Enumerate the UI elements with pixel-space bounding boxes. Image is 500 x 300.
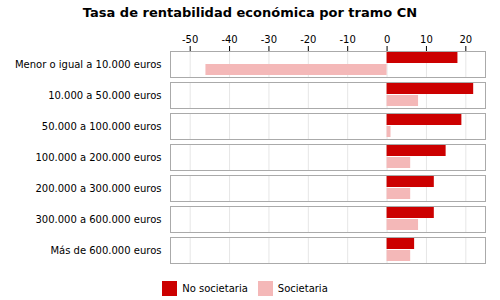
html-text:Tasa de rentabilidad económica: Tasa de rentabilidad económica por tramo… [82,5,418,20]
svg-text:-20: -20 [300,34,316,45]
svg-text:-10: -10 [340,34,356,45]
svg-text:20: 20 [459,34,472,45]
svg-text:Más de 600.000 euros: Más de 600.000 euros [50,245,161,256]
svg-text:-50: -50 [182,34,198,45]
svg-text:-30: -30 [261,34,277,45]
svg-text:0: 0 [384,34,390,45]
svg-text:10: 10 [420,34,433,45]
html-text:Societaria: Societaria [277,283,328,294]
svg-text:Menor o igual a 10.000 euros: Menor o igual a 10.000 euros [15,59,162,70]
svg-text:200.000 a 300.000 euros: 200.000 a 300.000 euros [35,183,161,194]
svg-text:10.000 a 50.000 euros: 10.000 a 50.000 euros [48,90,161,101]
svg-text:50.000 a 100.000 euros: 50.000 a 100.000 euros [42,121,162,132]
svg-text:-40: -40 [221,34,237,45]
svg-text:300.000 a 600.000 euros: 300.000 a 600.000 euros [35,214,161,225]
html-text:No societaria: No societaria [182,283,248,294]
svg-text:100.000 a 200.000 euros: 100.000 a 200.000 euros [35,152,161,163]
